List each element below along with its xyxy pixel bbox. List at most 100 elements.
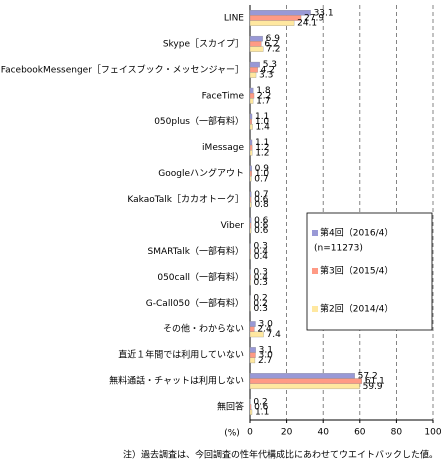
value-label: 7.4 — [267, 330, 282, 340]
value-label: 3.3 — [259, 71, 273, 81]
legend-swatch — [312, 268, 318, 274]
bar — [249, 378, 362, 384]
y-tick-label: 050plus（一部有料） — [154, 115, 244, 127]
value-label: 1.1 — [255, 138, 269, 148]
x-tick-label: 60 — [354, 428, 366, 438]
bar — [249, 35, 263, 42]
value-label: 3.1 — [259, 345, 273, 355]
value-label: 0.6 — [254, 226, 269, 236]
legend-box — [306, 212, 433, 331]
value-label: 27.9 — [304, 13, 324, 23]
bar — [249, 191, 252, 198]
legend-label: 第2回（2014/4） — [320, 303, 393, 315]
bar — [249, 357, 256, 364]
value-label: 2.7 — [258, 356, 272, 366]
y-tick-label: 無料通話・チャットは利用しない — [109, 375, 244, 387]
bar — [249, 150, 253, 156]
bar — [249, 217, 252, 224]
bar — [249, 46, 264, 52]
value-label: 0.6 — [254, 216, 269, 226]
value-label: 0.4 — [254, 247, 269, 257]
value-label: 1.8 — [256, 86, 271, 96]
value-label: 2.4 — [257, 325, 272, 335]
bar — [249, 196, 252, 203]
value-label: 1.0 — [255, 169, 270, 179]
value-label: 3.0 — [258, 351, 273, 361]
bar — [249, 10, 311, 16]
value-label: 0.6 — [254, 195, 269, 205]
value-label: 0.6 — [254, 221, 269, 231]
value-label: 4.2 — [261, 65, 275, 75]
bar — [249, 72, 257, 78]
y-tick-label: その他・わからない — [163, 323, 244, 335]
bar — [249, 279, 251, 286]
value-label: 0.3 — [254, 242, 268, 252]
value-label: 0.3 — [254, 278, 268, 288]
value-label: 5.3 — [263, 60, 277, 70]
bar — [249, 248, 251, 255]
y-tick-label: Googleハングアウト — [158, 167, 244, 179]
y-tick-label: LINE — [224, 13, 244, 23]
bar — [249, 373, 355, 379]
value-label: 24.1 — [297, 19, 317, 29]
value-label: 1.2 — [255, 148, 269, 158]
bar — [249, 61, 260, 68]
bar — [249, 170, 252, 177]
bar — [249, 243, 251, 249]
y-tick-label: FaceTime — [202, 91, 245, 101]
value-label: 1.7 — [256, 96, 270, 106]
bar — [249, 383, 360, 390]
bar — [249, 165, 252, 172]
bar — [249, 87, 254, 94]
bar — [249, 93, 255, 99]
value-label: 0.9 — [255, 164, 270, 174]
x-tick-label: 80 — [391, 428, 403, 438]
value-label: 1.2 — [255, 143, 269, 153]
bar — [249, 118, 252, 125]
legend-label: 第4回（2016/4） — [320, 227, 393, 239]
y-tick-label: KakaoTalk［カカオトーク］ — [127, 194, 244, 205]
legend-label: 第3回（2015/4） — [320, 265, 393, 277]
y-tick-label: 直近１年間では利用していない — [118, 349, 244, 361]
bar — [249, 274, 251, 281]
value-label: 6.2 — [264, 39, 278, 49]
bar — [249, 144, 253, 151]
bar — [249, 347, 256, 353]
value-label: 0.8 — [254, 200, 269, 210]
legend-note: (n=11273) — [314, 244, 363, 254]
bar — [249, 326, 255, 332]
y-tick-label: Skype［スカイプ］ — [163, 38, 244, 49]
bar — [249, 331, 264, 338]
bar — [249, 305, 251, 312]
y-tick-label: 無回答 — [217, 401, 244, 413]
value-label: 1.0 — [255, 117, 270, 127]
bar — [249, 352, 256, 358]
value-label: 57.2 — [358, 371, 378, 381]
x-tick-label: 20 — [281, 428, 293, 438]
value-label: 0.4 — [254, 252, 269, 262]
bar — [249, 404, 252, 410]
y-tick-label: SMARTalk（一部有料） — [148, 245, 244, 257]
value-label: 6.9 — [266, 34, 281, 44]
value-label: 0.3 — [254, 304, 268, 314]
bar — [249, 222, 252, 229]
y-tick-label: G-Call050（一部有料） — [146, 297, 244, 309]
bar — [249, 67, 258, 73]
value-label: 3.0 — [258, 320, 273, 330]
x-tick-label: 0 — [247, 428, 253, 438]
bar — [249, 409, 253, 415]
bar — [249, 20, 295, 26]
x-tick-label: 100 — [424, 428, 441, 438]
y-tick-label: Viber — [221, 221, 245, 231]
x-axis-label: (%) — [224, 429, 240, 439]
value-label: 61.1 — [365, 377, 385, 387]
value-label: 2.2 — [257, 91, 271, 101]
value-label: 1.1 — [255, 112, 269, 122]
value-label: 0.3 — [254, 268, 268, 278]
bar — [249, 269, 251, 275]
value-label: 1.1 — [255, 408, 269, 418]
bar — [249, 124, 253, 130]
value-label: 59.9 — [363, 382, 383, 392]
value-label: 7.2 — [266, 45, 280, 55]
